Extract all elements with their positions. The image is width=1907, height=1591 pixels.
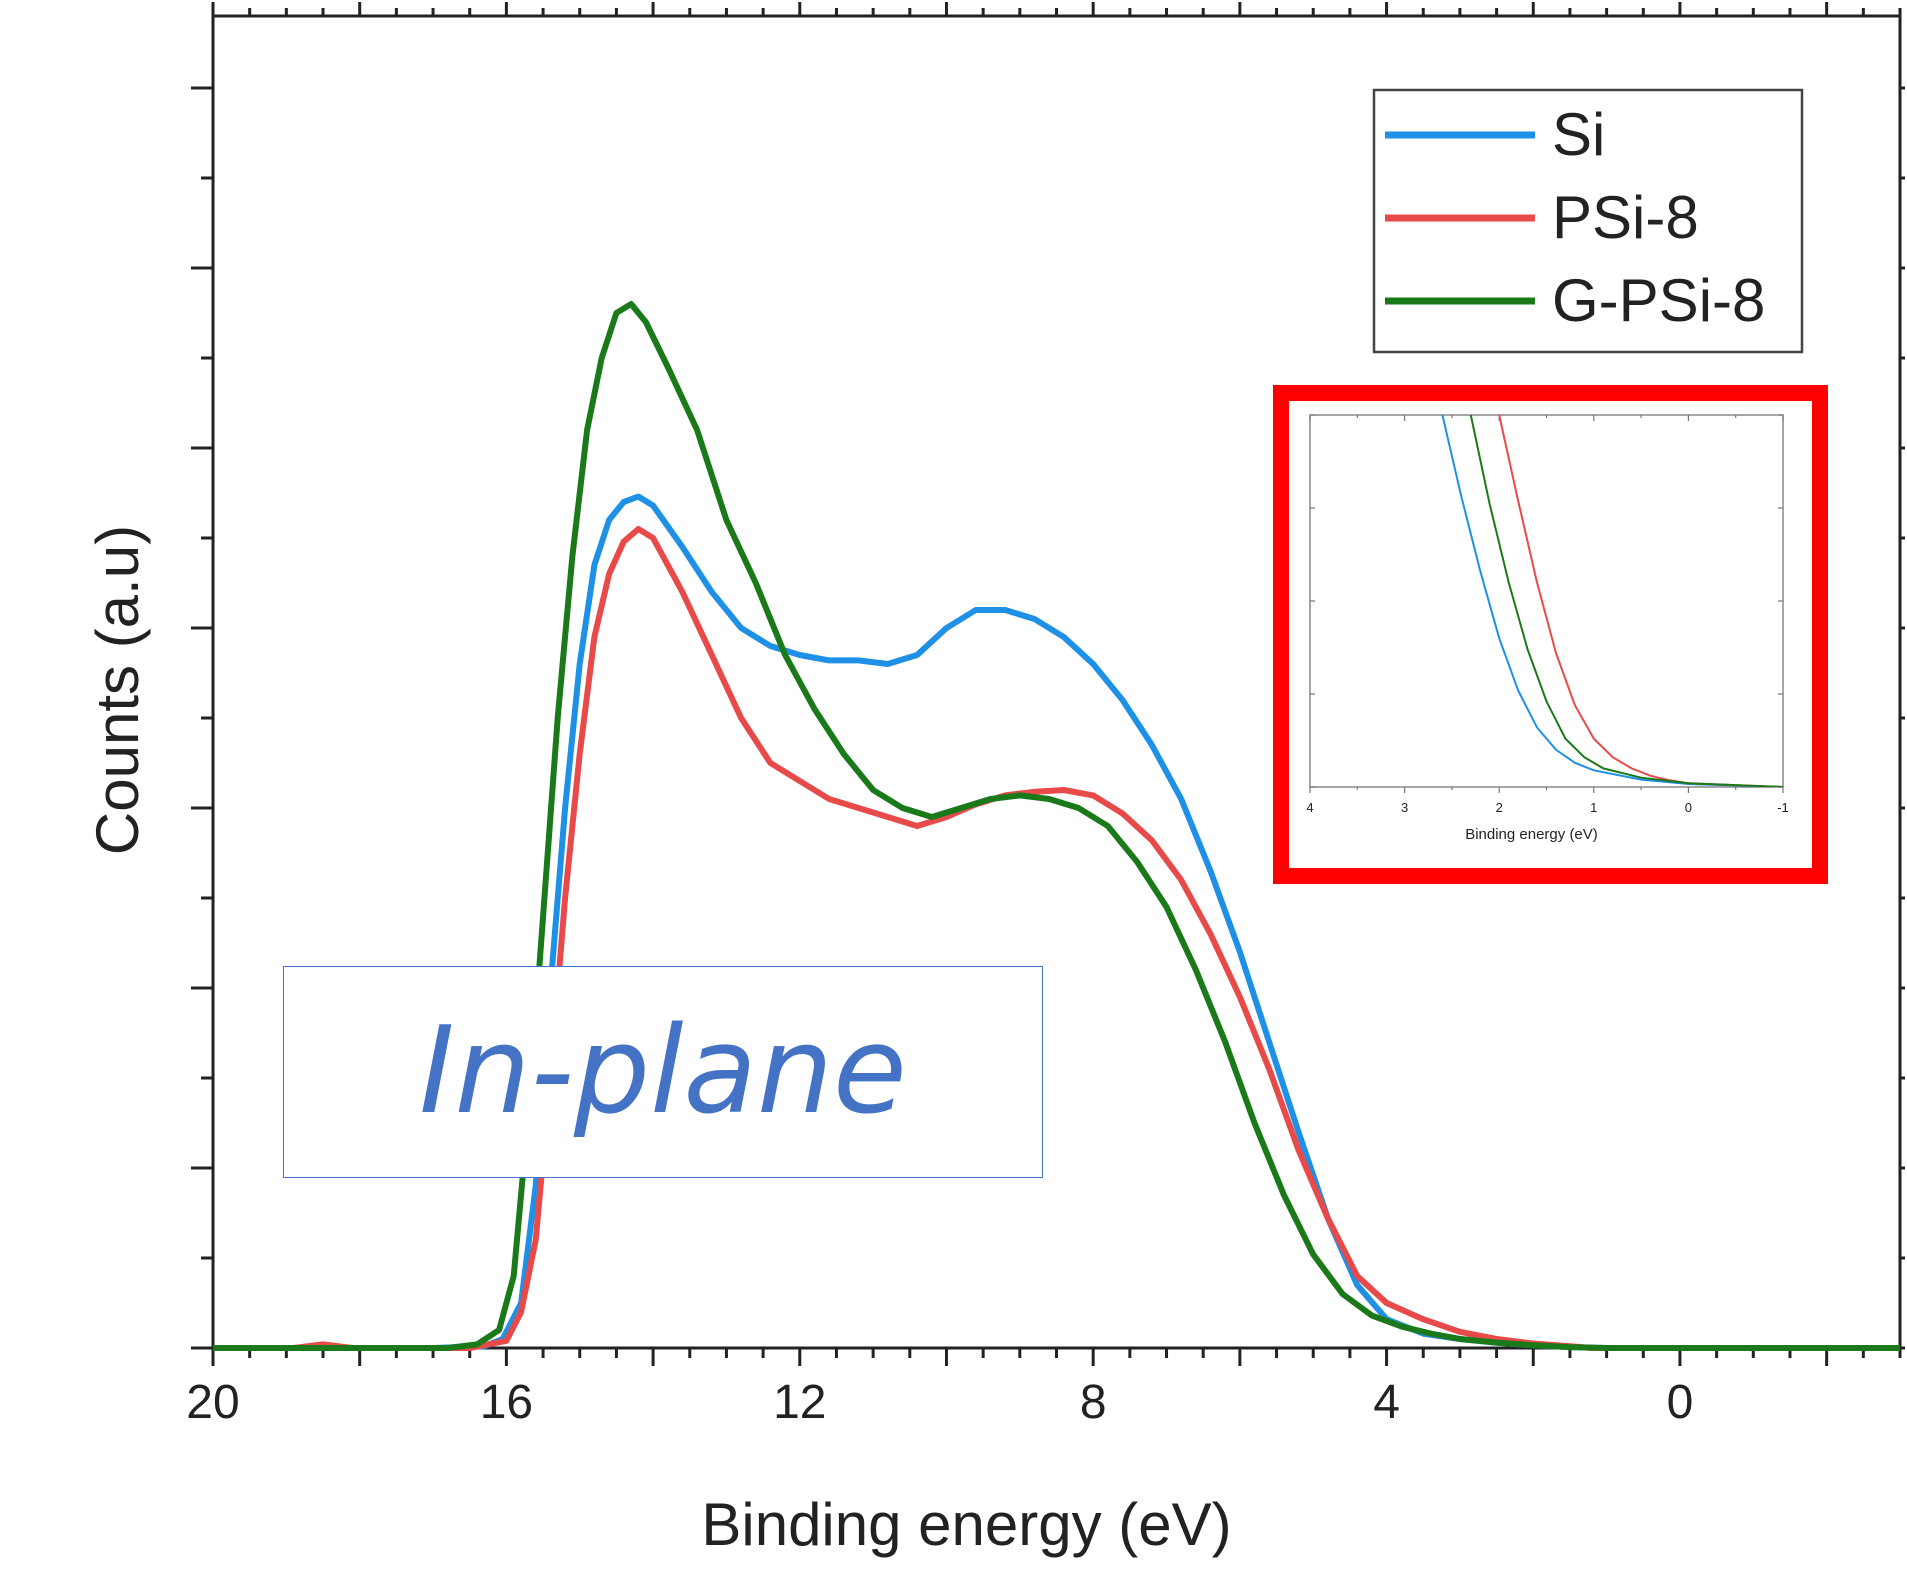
inset-x-tick-label: 4 — [1306, 800, 1313, 815]
x-tick-label: 16 — [480, 1376, 533, 1429]
series-line-g-psi-8 — [213, 301, 1900, 1351]
annotation-label: In-plane — [419, 1002, 907, 1141]
inset-x-axis-title: Binding energy (eV) — [1465, 826, 1598, 843]
annotation-box: In-plane — [283, 966, 1043, 1178]
inset-x-tick-label: 3 — [1401, 800, 1408, 815]
inset-chart: 4 3 2 1 0 -1 Binding energy (eV) — [1273, 385, 1828, 884]
inset-x-tick-label: 0 — [1685, 800, 1692, 815]
x-tick-label: 8 — [1080, 1376, 1107, 1429]
legend-label: G-PSi-8 — [1552, 267, 1765, 334]
inset-x-tick-label: -1 — [1777, 800, 1789, 815]
x-tick-label: 4 — [1373, 1376, 1400, 1429]
legend-label: Si — [1552, 101, 1605, 168]
inset-series-line — [1441, 415, 1783, 787]
legend-label: PSi-8 — [1552, 184, 1699, 251]
legend: Si PSi-8 G-PSi-8 — [1372, 88, 1804, 354]
x-axis-title: Binding energy (eV) — [701, 1491, 1231, 1558]
x-tick-label: 12 — [773, 1376, 826, 1429]
inset-series-line — [1469, 415, 1783, 787]
x-tick-label: 0 — [1667, 1376, 1694, 1429]
y-axis-title: Counts (a.u) — [84, 525, 151, 855]
inset-x-tick-label: 1 — [1590, 800, 1597, 815]
x-tick-label: 20 — [186, 1376, 239, 1429]
inset-x-tick-label: 2 — [1496, 800, 1503, 815]
